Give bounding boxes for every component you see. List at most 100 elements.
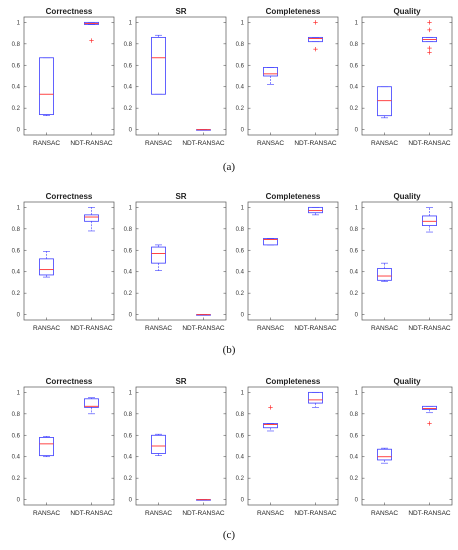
boxplot-panel: Correctness 0 0.2 0.4 0.6 0.8 1 RANSAC NDT-RANSA… (12, 192, 115, 332)
y-tick-label: 0.2 (236, 106, 245, 112)
y-tick-label: 0.2 (124, 291, 133, 297)
box-body (263, 67, 278, 77)
y-tick-label: 0.6 (350, 248, 359, 254)
box-body (377, 448, 392, 461)
boxplot-panel: Completeness 0 0.2 0.4 0.6 0.8 1 RANSAC NDT-RANS… (236, 7, 339, 147)
y-tick-label: 0.4 (124, 455, 133, 461)
y-tick-label: 0 (129, 128, 133, 134)
boxplot-panel: SR 0 0.2 0.4 0.6 0.8 1 RANSAC NDT-RANSAC (124, 377, 227, 517)
box-body (263, 423, 278, 429)
boxplot-panel: Completeness 0 0.2 0.4 0.6 0.8 1 RANSAC NDT-RANS… (236, 377, 339, 517)
y-tick-label: 0 (129, 498, 133, 504)
y-tick-label: 0.2 (350, 291, 359, 297)
outlier-marker (427, 27, 432, 33)
y-tick-label: 0.6 (12, 433, 21, 439)
axes-frame (135, 386, 227, 506)
panel-title: Quality (393, 377, 421, 386)
box (308, 20, 323, 52)
axes-frame (247, 386, 339, 506)
y-tick-label: 0.8 (124, 227, 133, 233)
y-tick-label: 0.6 (236, 433, 245, 439)
box-body (151, 36, 166, 95)
y-tick-label: 0 (17, 128, 21, 134)
axes-frame (23, 16, 115, 136)
y-tick-label: 0.2 (12, 291, 21, 297)
x-tick-label: NDT-RANSAC (294, 325, 337, 332)
box (308, 206, 323, 216)
axes-frame (23, 201, 115, 321)
y-tick-label: 0 (355, 128, 359, 134)
box (196, 314, 211, 316)
y-tick-label: 1 (241, 205, 245, 211)
box (151, 433, 166, 456)
y-tick-label: 0.2 (12, 476, 21, 482)
y-tick-label: 0.8 (350, 227, 359, 233)
x-tick-label: RANSAC (145, 510, 172, 517)
x-tick-label: NDT-RANSAC (294, 140, 337, 147)
box (196, 499, 211, 501)
x-tick-label: RANSAC (257, 140, 284, 147)
x-tick-label: NDT-RANSAC (408, 140, 451, 147)
box (39, 251, 54, 278)
y-tick-label: 1 (129, 390, 133, 396)
y-tick-label: 1 (17, 205, 21, 211)
figure-row: Correctness 0 0.2 0.4 0.6 0.8 1 RANSAC NDT-RANSA… (12, 7, 453, 173)
boxplot-panel: SR 0 0.2 0.4 0.6 0.8 1 RANSAC NDT-RANSAC (124, 192, 227, 332)
box (151, 34, 166, 95)
y-tick-label: 0.4 (12, 85, 21, 91)
y-tick-label: 0.2 (12, 106, 21, 112)
outlier-marker (313, 20, 318, 25)
y-tick-label: 1 (241, 20, 245, 26)
panel-title: Completeness (266, 377, 321, 386)
box (377, 447, 392, 464)
box (263, 405, 278, 432)
box-body (84, 398, 99, 408)
y-tick-label: 0.8 (12, 227, 21, 233)
box-body (39, 437, 54, 457)
x-tick-label: RANSAC (145, 140, 172, 147)
x-tick-label: RANSAC (33, 510, 60, 517)
outlier-marker (427, 20, 432, 25)
y-tick-label: 0.6 (124, 248, 133, 254)
x-tick-label: NDT-RANSAC (182, 510, 225, 517)
outlier-marker (313, 46, 318, 52)
x-tick-label: RANSAC (33, 325, 60, 332)
y-tick-label: 1 (129, 20, 133, 26)
y-tick-label: 0.4 (12, 270, 21, 276)
box (263, 67, 278, 85)
x-tick-label: RANSAC (371, 325, 398, 332)
y-tick-label: 0 (17, 498, 21, 504)
y-tick-label: 0.4 (124, 270, 133, 276)
x-tick-label: NDT-RANSAC (182, 325, 225, 332)
box (308, 391, 323, 408)
y-tick-label: 1 (129, 205, 133, 211)
x-tick-label: NDT-RANSAC (294, 510, 337, 517)
y-tick-label: 0.4 (350, 455, 359, 461)
boxplot-panel: Quality 0 0.2 0.4 0.6 0.8 1 RANSAC NDT-RANSAC (350, 192, 453, 332)
y-tick-label: 0.4 (350, 270, 359, 276)
panel-title: Correctness (46, 7, 93, 16)
y-tick-label: 0.8 (124, 42, 133, 48)
y-tick-label: 0.2 (236, 476, 245, 482)
outlier-marker (427, 421, 432, 426)
boxplot-panel: Quality 0 0.2 0.4 0.6 0.8 1 RANSAC NDT-RANSAC (350, 7, 453, 147)
panel-title: Quality (393, 192, 421, 201)
y-tick-label: 0.8 (124, 412, 133, 418)
y-tick-label: 0.8 (350, 42, 359, 48)
box-body (263, 238, 278, 246)
box (84, 21, 99, 43)
y-tick-label: 1 (17, 20, 21, 26)
outlier-marker (427, 50, 432, 55)
box-body (151, 434, 166, 454)
figure-row: Correctness 0 0.2 0.4 0.6 0.8 1 RANSAC NDT-RANSA… (12, 377, 453, 541)
box-body (308, 36, 323, 43)
axes-frame (135, 201, 227, 321)
box (377, 262, 392, 282)
x-tick-label: RANSAC (371, 510, 398, 517)
y-tick-label: 0.2 (124, 106, 133, 112)
boxplot-panel: Quality 0 0.2 0.4 0.6 0.8 1 RANSAC NDT-RANSAC (350, 377, 453, 517)
axes-frame (247, 16, 339, 136)
boxplot-panel: SR 0 0.2 0.4 0.6 0.8 1 RANSAC NDT-RANSAC (124, 7, 227, 147)
outlier-marker (427, 45, 432, 51)
y-tick-label: 0.4 (236, 85, 245, 91)
